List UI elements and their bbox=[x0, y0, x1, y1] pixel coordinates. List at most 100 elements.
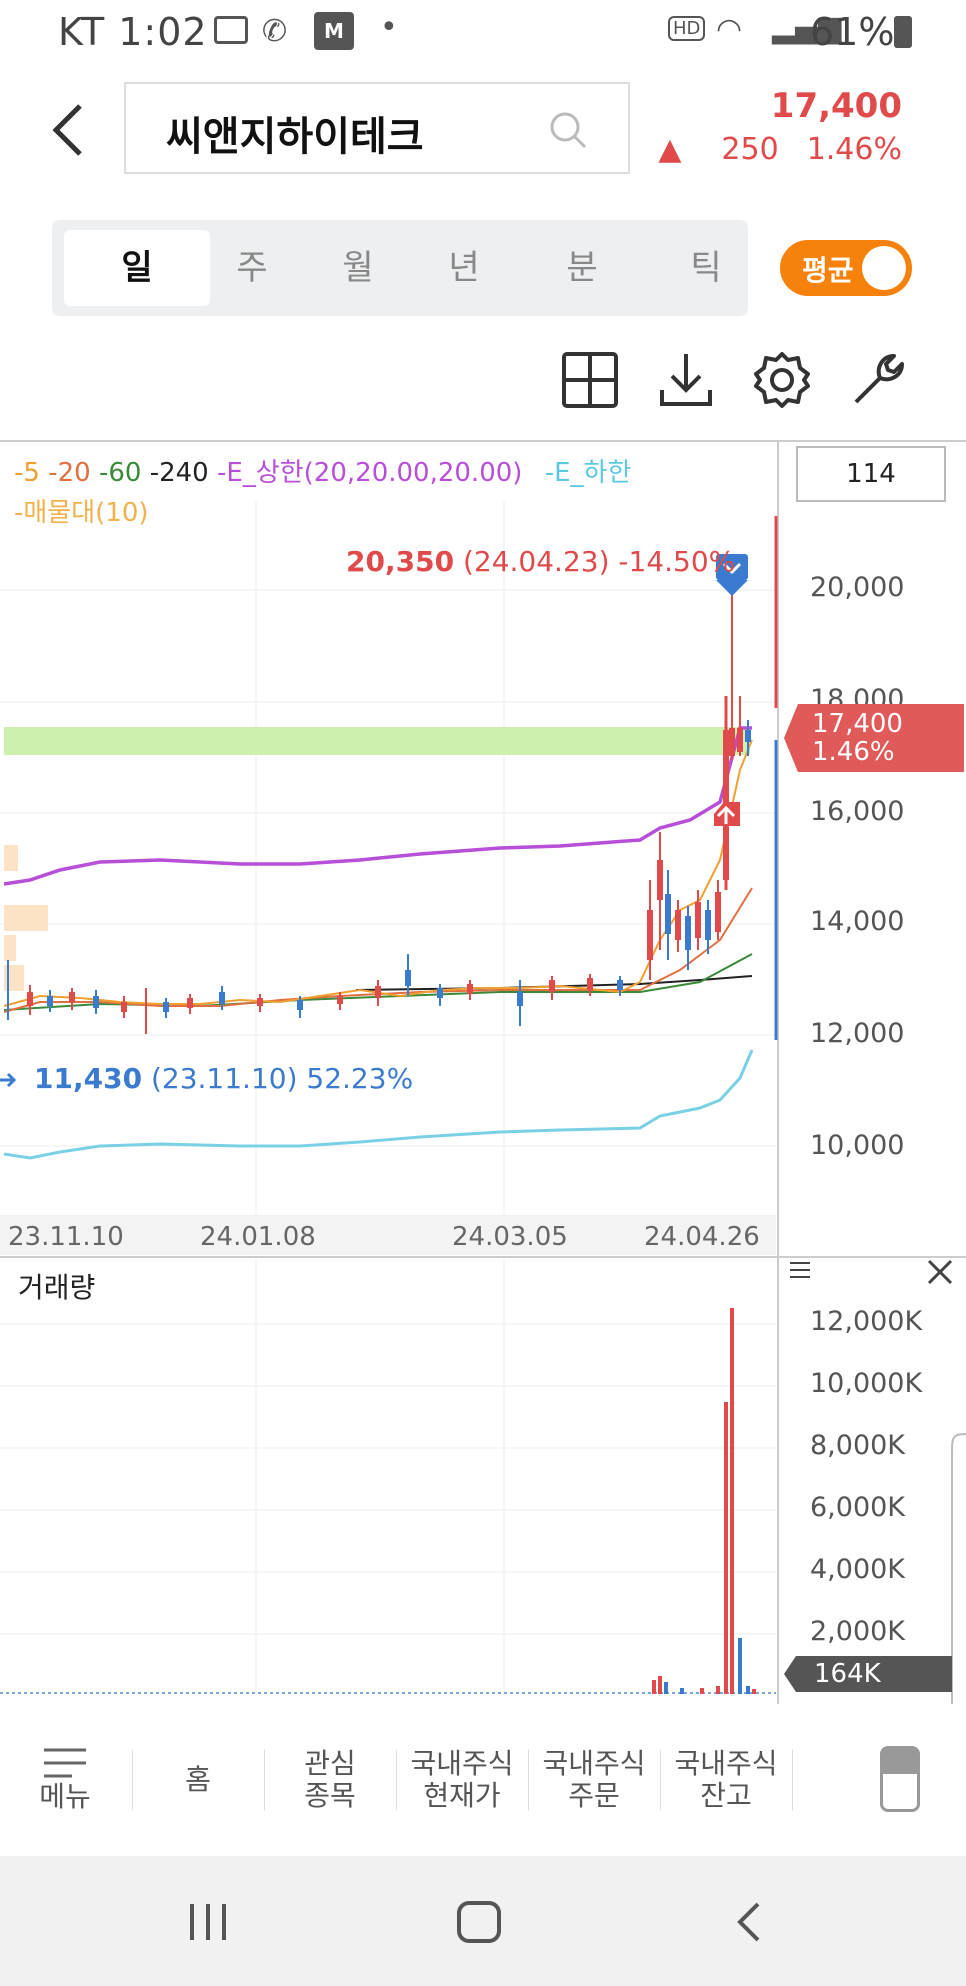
toggle-knob bbox=[862, 246, 906, 290]
volume-y-tick: 6,000K bbox=[810, 1492, 906, 1523]
x-tick-label: 24.01.08 bbox=[200, 1222, 316, 1252]
back-button[interactable] bbox=[46, 100, 90, 160]
volume-gridlines bbox=[0, 1258, 776, 1696]
volume-y-tick: 8,000K bbox=[810, 1430, 906, 1461]
up-triangle-icon: ▲ bbox=[658, 132, 682, 167]
legend-volume-profile[interactable]: -매물대(10) bbox=[14, 498, 149, 528]
wifi-icon: ◠ bbox=[716, 12, 743, 47]
settings-icon[interactable] bbox=[752, 350, 812, 410]
recent-apps-icon[interactable] bbox=[186, 1900, 230, 1944]
stock-name: 씨앤지하이테크 bbox=[166, 114, 424, 160]
home-icon[interactable] bbox=[456, 1900, 502, 1944]
current-price-tag: 17,400 1.46% bbox=[784, 704, 964, 772]
change-percent: 1.46% bbox=[806, 132, 902, 167]
nav-domestic-order[interactable]: 국내주식 주문 bbox=[542, 1747, 646, 1812]
bottom-nav: 메뉴 홈 관심 종목 국내주식 현재가 국내주식 주문 국내주식 잔고 bbox=[0, 1704, 966, 1856]
volume-panel-border bbox=[0, 1256, 966, 1258]
system-nav-bar bbox=[0, 1856, 966, 1986]
volume-bars bbox=[652, 1308, 756, 1694]
y-tick-label: 16,000 bbox=[810, 796, 905, 827]
nav-watchlist[interactable]: 관심 종목 bbox=[304, 1747, 356, 1812]
nav-home[interactable]: 홈 bbox=[185, 1763, 211, 1796]
x-tick-label: 24.04.26 bbox=[644, 1222, 760, 1252]
candlesticks bbox=[7, 588, 751, 1034]
search-icon[interactable] bbox=[548, 110, 588, 150]
low-marker-icon bbox=[0, 1072, 17, 1088]
download-icon[interactable] bbox=[656, 350, 716, 410]
signal-icon: ▂▄▆ bbox=[772, 10, 842, 45]
lower-envelope-line bbox=[3, 1049, 754, 1160]
hamburger-icon[interactable] bbox=[788, 1258, 812, 1282]
change-amount: 250 bbox=[721, 132, 779, 167]
nav-domestic-price[interactable]: 국내주식 현재가 bbox=[410, 1747, 514, 1812]
x-tick-label: 23.11.10 bbox=[8, 1222, 124, 1252]
low-annotation: 11,430 (23.11.10) 52.23% bbox=[34, 1062, 414, 1095]
y-tick-label: 20,000 bbox=[810, 572, 905, 603]
price-chart[interactable] bbox=[0, 440, 966, 1260]
current-volume-tag: 164K bbox=[784, 1656, 952, 1692]
scroll-handle[interactable] bbox=[951, 1433, 966, 1704]
y-tick-label: 12,000 bbox=[810, 1018, 905, 1049]
tab-minute[interactable]: 분 bbox=[566, 248, 598, 288]
grid-layout-icon[interactable] bbox=[560, 350, 620, 410]
high-marker-icon bbox=[716, 554, 748, 596]
battery-percent: 61% bbox=[810, 10, 895, 54]
average-toggle-label: 평균 bbox=[802, 254, 854, 287]
volume-profile-bar bbox=[4, 845, 18, 871]
volume-y-tick: 4,000K bbox=[810, 1554, 906, 1585]
legend-envelope-lower[interactable]: -E_하한 bbox=[544, 458, 632, 488]
current-price: 17,400 bbox=[770, 86, 902, 126]
chevron-left-icon bbox=[52, 104, 82, 156]
candle-count-box[interactable]: 114 bbox=[796, 446, 946, 502]
ma5-line bbox=[3, 739, 753, 1007]
tab-year[interactable]: 년 bbox=[448, 248, 480, 288]
missed-call-icon: ✆ bbox=[262, 14, 288, 49]
battery-icon bbox=[894, 16, 912, 48]
mstock-app-icon: M bbox=[314, 12, 354, 50]
gallery-icon bbox=[214, 16, 248, 44]
y-tick-label: 14,000 bbox=[810, 906, 905, 937]
buy-signal-icon bbox=[714, 802, 740, 826]
legend-ma240[interactable]: -240 bbox=[149, 458, 209, 488]
status-bar: KT 1:02 ✆ M • HD ◠ ▂▄▆ 61% bbox=[0, 0, 966, 64]
legend-ma20[interactable]: -20 bbox=[48, 458, 91, 488]
nav-domestic-balance[interactable]: 국내주식 잔고 bbox=[674, 1747, 778, 1812]
nav-menu[interactable]: 메뉴 bbox=[20, 1704, 110, 1856]
x-tick-label: 24.03.05 bbox=[452, 1222, 568, 1252]
tab-month[interactable]: 월 bbox=[342, 248, 374, 288]
average-toggle[interactable]: 평균 bbox=[780, 240, 912, 296]
back-icon[interactable] bbox=[734, 1900, 764, 1944]
y-tick-label: 10,000 bbox=[810, 1130, 905, 1161]
dot-icon: • bbox=[380, 10, 398, 45]
tab-day[interactable]: 일 bbox=[64, 230, 210, 306]
period-tabs: 일 주 월 년 분 틱 bbox=[52, 220, 748, 316]
tab-week[interactable]: 주 bbox=[236, 248, 268, 288]
legend-ma60[interactable]: -60 bbox=[98, 458, 142, 488]
high-annotation: 20,350 (24.04.23) -14.50% bbox=[346, 545, 736, 578]
volume-chart[interactable] bbox=[0, 1258, 966, 1704]
volume-y-tick: 12,000K bbox=[810, 1306, 923, 1337]
chart-top-border bbox=[0, 440, 966, 442]
phone-toggle-icon[interactable] bbox=[880, 1746, 920, 1812]
volume-y-tick: 10,000K bbox=[810, 1368, 923, 1399]
nav-menu-label: 메뉴 bbox=[39, 1780, 91, 1813]
stock-search-box[interactable]: 씨앤지하이테크 bbox=[124, 82, 630, 174]
indicator-legend: -5 -20 -60 -240 -E_상한(20,20.00,20.00) -E… bbox=[14, 452, 631, 489]
volume-profile-band bbox=[4, 727, 750, 755]
volume-profile-bar bbox=[4, 935, 16, 961]
menu-icon bbox=[44, 1748, 86, 1778]
volume-profile-bar bbox=[4, 905, 48, 931]
legend-envelope-upper[interactable]: -E_상한(20,20.00,20.00) bbox=[217, 458, 523, 488]
wrench-icon[interactable] bbox=[848, 350, 908, 410]
price-change: ▲ 250 1.46% bbox=[658, 132, 902, 167]
volume-y-tick: 2,000K bbox=[810, 1616, 906, 1647]
hd-voice-icon: HD bbox=[668, 16, 706, 41]
status-time: KT 1:02 bbox=[58, 10, 208, 54]
volume-title: 거래량 bbox=[18, 1271, 96, 1304]
tab-tick[interactable]: 틱 bbox=[690, 248, 722, 288]
close-icon[interactable] bbox=[926, 1258, 954, 1286]
gridlines bbox=[0, 500, 776, 1215]
x-axis-band bbox=[0, 1215, 776, 1255]
upper-envelope-line bbox=[3, 726, 752, 886]
legend-ma5[interactable]: -5 bbox=[14, 458, 40, 488]
